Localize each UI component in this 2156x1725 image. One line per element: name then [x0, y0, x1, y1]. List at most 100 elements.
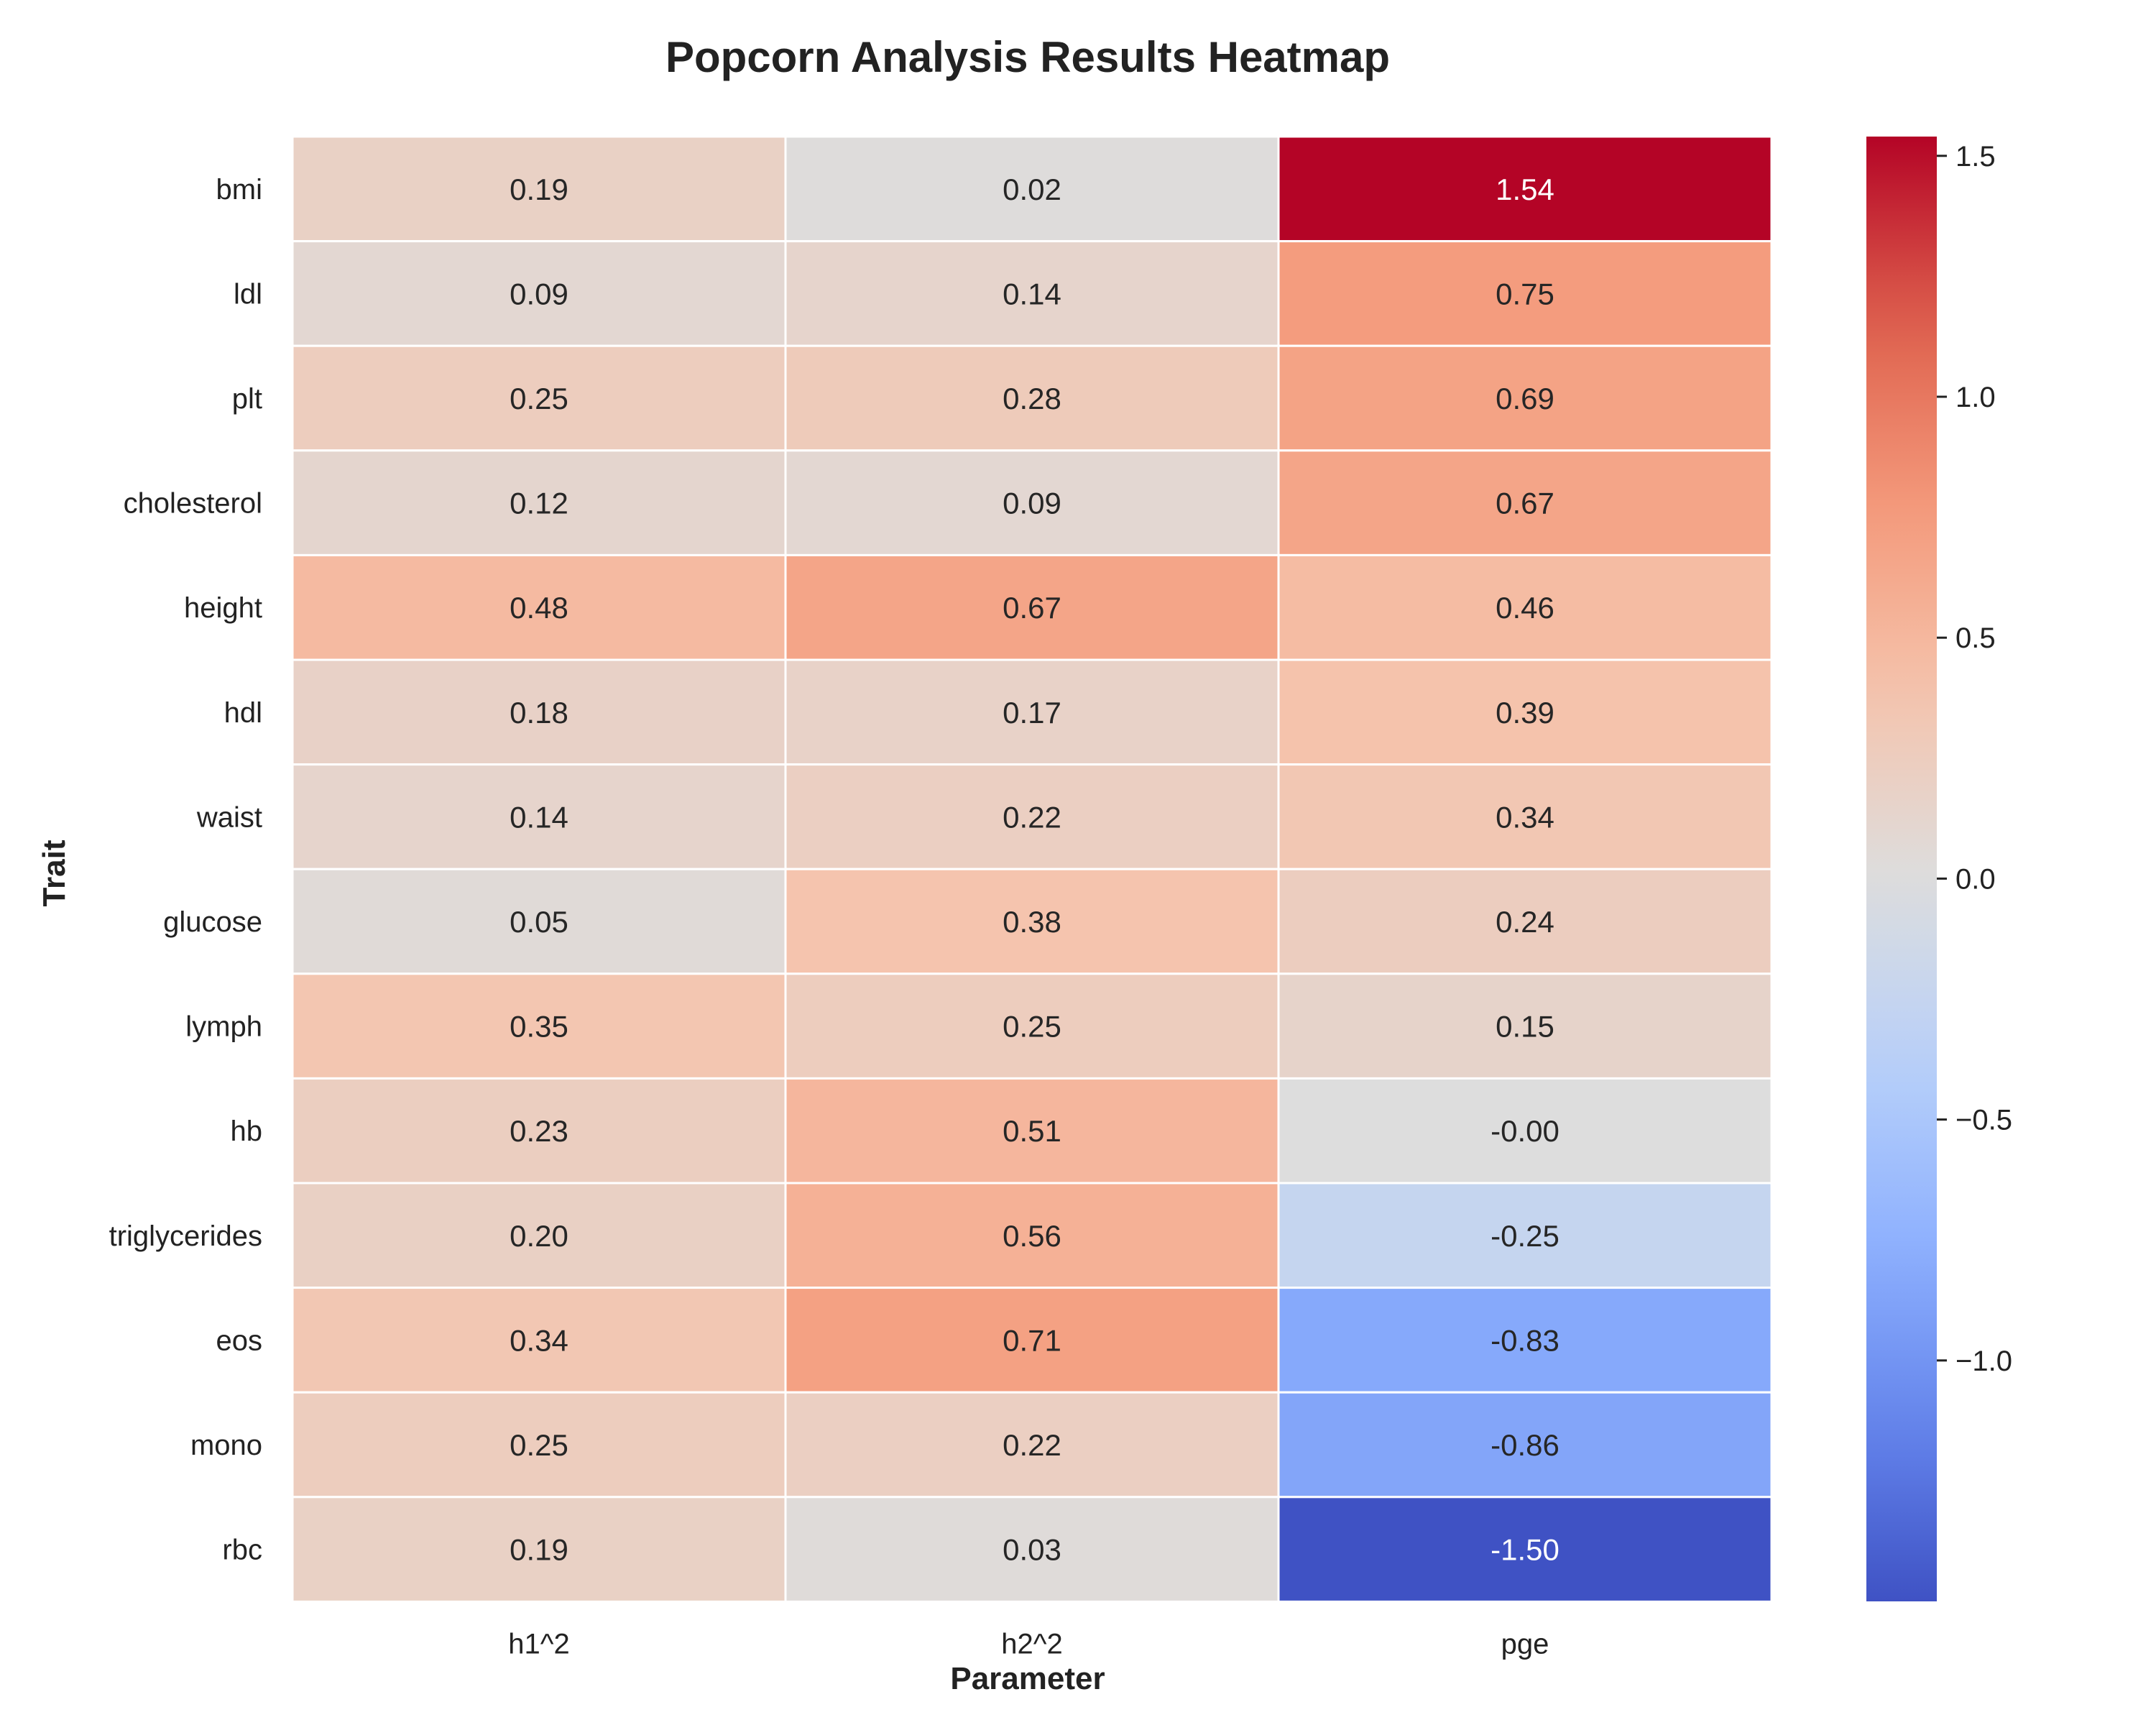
heatmap-cell	[784, 1287, 1280, 1394]
heatmap-cell	[784, 240, 1280, 347]
y-tick-label: hdl	[224, 697, 262, 729]
y-tick-label: cholesterol	[124, 488, 262, 520]
cell-value-label: 0.69	[1496, 382, 1554, 415]
colorbar-tick-label: 0.5	[1955, 622, 1996, 654]
cell-value-label: 0.17	[1003, 696, 1061, 730]
heatmap-cell	[1277, 240, 1773, 347]
heatmap-cell	[784, 344, 1280, 452]
x-tick-label: pge	[1501, 1628, 1549, 1660]
heatmap-cell	[784, 658, 1280, 766]
cell-value-label: 0.34	[1496, 800, 1554, 834]
cell-value-labels: 0.19 0.02 1.54 0.09 0.14 0.75 0.25 0.28 0.69 0.12…	[510, 172, 1560, 1567]
y-tick-label: triglycerides	[109, 1220, 262, 1252]
heatmap-cell	[291, 1496, 787, 1603]
heatmap-cell	[291, 1182, 787, 1289]
y-tick-label: rbc	[222, 1535, 262, 1566]
colorbar-gradient	[1866, 137, 1937, 1601]
heatmap-cell	[784, 1077, 1280, 1184]
heatmap-cell	[1277, 1182, 1773, 1289]
heatmap-cell	[784, 553, 1280, 661]
y-tick-label: bmi	[216, 174, 262, 206]
colorbar: 1.5 1.0 0.5 0.0 −0.5 −1.0	[1866, 137, 2012, 1601]
heatmap-cell	[784, 763, 1280, 870]
cell-value-label: 0.48	[510, 591, 568, 625]
cell-value-label: 0.19	[510, 172, 568, 206]
cell-value-label: 0.56	[1003, 1219, 1061, 1253]
colorbar-tick-label: 1.5	[1955, 141, 1996, 172]
cell-value-label: 0.05	[510, 905, 568, 939]
cell-value-label: 0.15	[1496, 1010, 1554, 1044]
cell-value-label: 0.39	[1496, 696, 1554, 730]
heatmap-cell	[1277, 972, 1773, 1080]
x-axis-label: Parameter	[950, 1661, 1105, 1696]
heatmap-cell	[784, 868, 1280, 975]
cell-value-label: 0.02	[1003, 172, 1061, 206]
cell-value-label: -0.86	[1491, 1428, 1560, 1462]
cell-value-label: 0.09	[1003, 487, 1061, 520]
heatmap-cell	[1277, 553, 1773, 661]
cell-value-label: 0.18	[510, 696, 568, 730]
cell-value-label: 0.38	[1003, 905, 1061, 939]
colorbar-tick-label: −1.0	[1955, 1346, 2012, 1377]
cell-value-label: 0.14	[1003, 277, 1061, 310]
heatmap-cell	[291, 868, 787, 975]
cell-value-label: 1.54	[1496, 172, 1554, 206]
y-tick-label: ldl	[234, 278, 262, 310]
cell-value-label: 0.12	[510, 487, 568, 520]
y-tick-label: glucose	[163, 906, 262, 938]
heatmap-cell	[1277, 1496, 1773, 1603]
y-tick-label: mono	[190, 1430, 262, 1461]
y-tick-label: height	[184, 592, 262, 624]
heatmap-cell	[1277, 763, 1773, 870]
heatmap-cell	[784, 1391, 1280, 1499]
cell-value-label: 0.20	[510, 1219, 568, 1253]
cell-value-label: 0.09	[510, 277, 568, 310]
cell-value-label: 0.67	[1496, 487, 1554, 520]
heatmap-cell	[1277, 1287, 1773, 1394]
heatmap-cell	[1277, 135, 1773, 243]
cell-value-label: 0.19	[510, 1533, 568, 1567]
cell-value-label: 0.35	[510, 1010, 568, 1044]
x-tick-label: h2^2	[1001, 1628, 1063, 1660]
heatmap-cell	[784, 135, 1280, 243]
heatmap-cells	[291, 135, 1773, 1603]
cell-value-label: 0.46	[1496, 591, 1554, 625]
colorbar-tick-label: 1.0	[1955, 382, 1996, 413]
y-tick-label: plt	[232, 383, 262, 415]
heatmap-cell	[291, 1391, 787, 1499]
cell-value-label: 0.71	[1003, 1323, 1061, 1357]
heatmap-cell	[1277, 1391, 1773, 1499]
heatmap-cell	[784, 1496, 1280, 1603]
heatmap-cell	[1277, 449, 1773, 556]
y-tick-label: lymph	[185, 1011, 262, 1043]
cell-value-label: 0.34	[510, 1323, 568, 1357]
colorbar-tick-label: −0.5	[1955, 1105, 2012, 1136]
y-tick-label: hb	[231, 1116, 263, 1147]
cell-value-label: -0.00	[1491, 1114, 1560, 1148]
heatmap-cell	[1277, 1077, 1773, 1184]
x-tick-label: h1^2	[508, 1628, 570, 1660]
heatmap-cell	[291, 763, 787, 870]
cell-value-label: 0.22	[1003, 1428, 1061, 1462]
cell-value-label: 0.67	[1003, 591, 1061, 625]
cell-value-label: -0.25	[1491, 1219, 1560, 1253]
heatmap-cell	[291, 240, 787, 347]
y-tick-label: eos	[216, 1325, 263, 1356]
y-tick-label: waist	[196, 801, 262, 833]
cell-value-label: 0.51	[1003, 1114, 1061, 1148]
cell-value-label: 0.25	[510, 382, 568, 415]
cell-value-label: 0.24	[1496, 905, 1554, 939]
cell-value-label: 0.03	[1003, 1533, 1061, 1567]
cell-value-label: -0.83	[1491, 1323, 1560, 1357]
heatmap-cell	[291, 1077, 787, 1184]
heatmap-cell	[291, 135, 787, 243]
cell-value-label: 0.23	[510, 1114, 568, 1148]
y-axis-label: Trait	[37, 840, 72, 906]
cell-value-label: -1.50	[1491, 1533, 1560, 1567]
cell-value-label: 0.28	[1003, 382, 1061, 415]
heatmap-cell	[291, 553, 787, 661]
heatmap-cell	[291, 658, 787, 766]
cell-value-label: 0.14	[510, 800, 568, 834]
cell-value-label: 0.25	[510, 1428, 568, 1462]
